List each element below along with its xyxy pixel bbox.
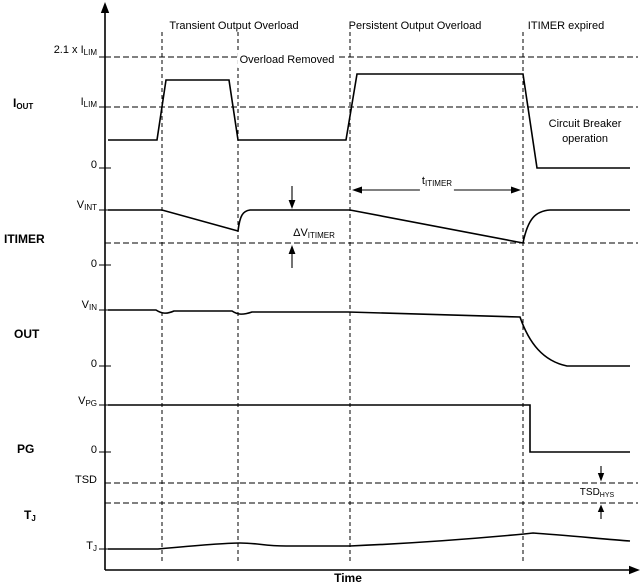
annotation-circuit-breaker-line2: operation	[562, 133, 608, 145]
level-tj-sub: J	[93, 544, 97, 553]
annotation-circuit-breaker-line1: Circuit Breaker	[548, 118, 622, 130]
level-itimer-zero-text: 0	[90, 258, 97, 270]
signal-label-out: OUT	[14, 327, 39, 342]
annotation-persistent-overload: Persistent Output Overload	[349, 19, 482, 34]
t-itimer-sub: ITIMER	[424, 179, 453, 188]
t-itimer-arrow-right-icon	[511, 186, 521, 194]
level-iout-zero-text: 0	[90, 159, 97, 171]
tsd-hys-arrow-down-icon	[597, 473, 605, 482]
level-vpg-base: V	[78, 395, 86, 407]
level-label-vin: VIN	[82, 298, 97, 315]
dv-itimer-sub: ITIMER	[307, 231, 335, 240]
level-label-tj: TJ	[86, 539, 97, 556]
dv-itimer-base: ΔV	[293, 227, 308, 239]
level-2p1-ilim-base: 2.1 x I	[53, 44, 84, 56]
annotation-itimer-expired: ITIMER expired	[528, 19, 604, 34]
signal-tj-base: T	[24, 508, 32, 522]
level-tsd-text: TSD	[75, 474, 97, 486]
level-label-vint: VINT	[77, 198, 97, 215]
signal-out-text: OUT	[14, 327, 40, 341]
level-label-pg-zero: 0	[91, 443, 97, 458]
dv-itimer-arrow-up-icon	[288, 245, 296, 254]
measurement-label-tsd-hys: TSDHYS	[580, 486, 614, 502]
signal-pg-text: PG	[17, 442, 35, 456]
dv-itimer-arrow-down-icon	[288, 200, 296, 209]
annotation-overload-removed: Overload Removed	[237, 53, 337, 68]
level-vint-base: V	[76, 199, 85, 211]
level-label-iout-zero: 0	[91, 158, 97, 173]
annotation-transient-text: Transient Output Overload	[169, 20, 299, 32]
level-label-vpg: VPG	[78, 394, 97, 411]
level-label-ilim: ILIM	[81, 95, 97, 112]
t-itimer-arrow-left-icon	[352, 186, 362, 194]
x-axis-arrow-icon	[629, 565, 640, 575]
level-label-tsd: TSD	[75, 473, 97, 488]
level-2p1-ilim-sub: LIM	[83, 48, 97, 57]
tsd-hys-arrow-up-icon	[597, 504, 605, 512]
signal-label-pg: PG	[17, 442, 34, 457]
measurement-label-t-itimer: tITIMER	[419, 174, 455, 191]
annotation-overload-removed-text: Overload Removed	[239, 54, 335, 66]
signal-label-iout: IOUT	[13, 96, 33, 114]
signal-itimer-text: ITIMER	[4, 232, 45, 246]
x-axis-label-time: Time	[334, 571, 362, 586]
pg-waveform	[108, 404, 630, 453]
level-label-itimer-zero: 0	[91, 257, 97, 272]
measurement-label-dv-itimer: ΔVITIMER	[293, 226, 335, 243]
level-pg-zero-text: 0	[90, 444, 97, 456]
out-waveform	[108, 309, 630, 367]
level-ilim-sub: LIM	[83, 100, 97, 109]
y-axis-arrow-icon	[100, 2, 110, 13]
signal-label-tj: TJ	[24, 508, 36, 526]
level-ilim-base: I	[80, 96, 84, 108]
level-label-out-zero: 0	[91, 357, 97, 372]
level-label-2p1-ilim: 2.1 x ILIM	[54, 43, 97, 60]
annotation-itimer-expired-text: ITIMER expired	[527, 20, 605, 32]
x-axis-time-text: Time	[334, 571, 362, 585]
signal-tj-sub: J	[31, 514, 36, 523]
signal-iout-base: I	[13, 96, 17, 110]
level-tj-base: T	[86, 540, 93, 552]
signal-label-itimer: ITIMER	[4, 232, 45, 247]
level-vpg-sub: PG	[85, 399, 97, 408]
tsd-hys-sub: HYS	[599, 492, 615, 499]
level-vin-sub: IN	[89, 303, 97, 312]
level-out-zero-text: 0	[90, 358, 97, 370]
itimer-waveform	[108, 209, 630, 244]
level-vint-sub: INT	[84, 203, 97, 212]
level-vin-base: V	[81, 299, 89, 311]
annotation-circuit-breaker: Circuit Breaker operation	[549, 117, 622, 147]
tj-waveform	[108, 532, 631, 550]
signal-iout-sub: OUT	[16, 102, 34, 111]
t-itimer-base: t	[421, 175, 425, 187]
iout-waveform	[108, 73, 630, 169]
annotation-persistent-text: Persistent Output Overload	[348, 20, 482, 32]
tsd-hys-base: TSD	[579, 487, 600, 498]
annotation-transient-overload: Transient Output Overload	[169, 19, 298, 34]
